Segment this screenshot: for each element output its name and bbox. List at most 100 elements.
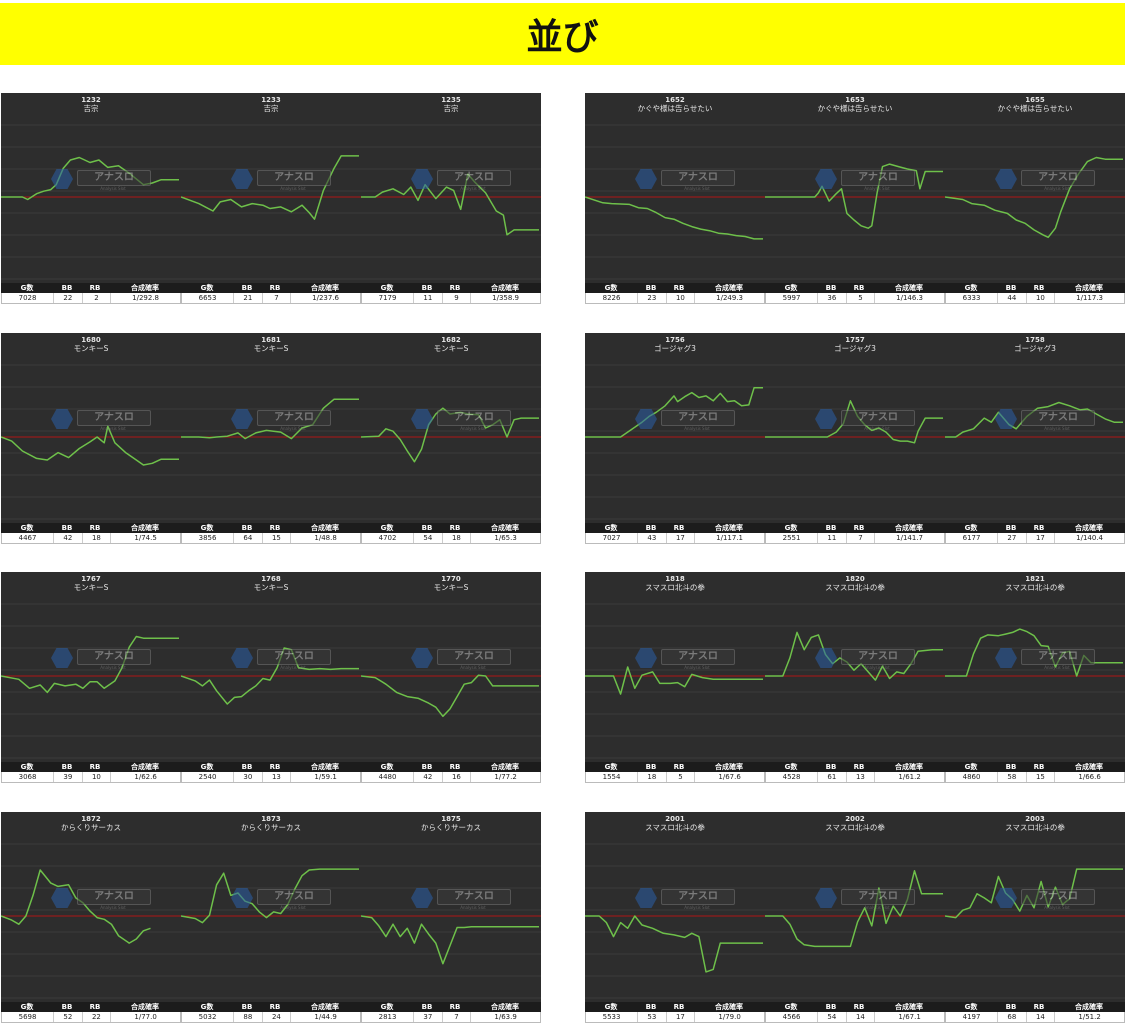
logo-hex-icon [411, 409, 433, 429]
stats-header: G数 BB RB 合成確率 [361, 523, 541, 533]
stats-header-cell: RB [89, 763, 101, 771]
page-title: 並び [526, 17, 599, 58]
stats-header-cell: RB [673, 1003, 685, 1011]
stats-value-cell: 5997 [766, 293, 819, 303]
stats-value-cell: 1/77.0 [134, 1013, 157, 1021]
stats-value-cell: 13 [263, 772, 292, 782]
series-line [585, 196, 763, 240]
stats-header-cell: RB [449, 1003, 461, 1011]
stats-value-cell: 37 [414, 1012, 443, 1022]
logo-hex-icon [995, 169, 1017, 189]
stats-values: 5997 36 5 1/146.3 [765, 293, 945, 304]
stats-value-cell: 22 [54, 293, 83, 303]
page-header: 並び [0, 3, 1125, 65]
stats-header-cell: RB [853, 284, 865, 292]
stats-value-cell: 7 [263, 293, 292, 303]
stats-header-cell: BB [241, 1003, 253, 1011]
stats-value-cell: 4528 [766, 772, 819, 782]
stats-header-cell: BB [421, 284, 433, 292]
line-chart [361, 603, 541, 759]
stats-value-cell: 9 [443, 293, 472, 303]
stats-header-cell: BB [825, 524, 837, 532]
anaslo-logo-icon: アナスロ Analysis Slot [995, 646, 1095, 672]
line-chart [181, 364, 361, 520]
stats-header-cell: 合成確率 [311, 1003, 339, 1011]
chart-panel: アナスロ Analysis Slot 2003 スマスロ北斗の拳 G数 BB RB 合成確率 4… [945, 812, 1125, 1024]
stats-value-cell: 11 [414, 293, 443, 303]
stats-header-cell: G数 [604, 284, 618, 292]
stats-header-cell: 合成確率 [1075, 1003, 1103, 1011]
anaslo-logo-icon: アナスロ Analysis Slot [635, 167, 735, 193]
stats-header-cell: 合成確率 [895, 763, 923, 771]
chart-area: アナスロ Analysis Slot 1682 モンキーS [361, 333, 541, 523]
chart-area: アナスロ Analysis Slot 2002 スマスロ北斗の拳 [765, 812, 945, 1002]
stats-header-cell: G数 [200, 1003, 214, 1011]
line-chart [181, 603, 361, 759]
machine-number: 1757 [845, 336, 865, 344]
machine-name: モンキーS [253, 344, 289, 353]
line-chart [361, 843, 541, 999]
anaslo-logo-icon: アナスロ Analysis Slot [815, 646, 915, 672]
stats-value-cell: 39 [54, 772, 83, 782]
stats-value-cell: 27 [998, 533, 1027, 543]
chart-area: アナスロ Analysis Slot 1680 モンキーS [1, 333, 181, 523]
chart-panel: アナスロ Analysis Slot 1770 モンキーS G数 BB RB 合成確率 4480… [361, 572, 541, 784]
stats-value-cell: 1/74.5 [134, 534, 157, 542]
stats-values: 3068 39 10 1/62.6 [1, 772, 181, 783]
stats-value-cell: 14 [1027, 1012, 1056, 1022]
chart-panel: アナスロ Analysis Slot 1768 モンキーS G数 BB RB 合成確率 2540… [181, 572, 361, 784]
stats-value-cell: 1/66.6 [1078, 773, 1101, 781]
machine-name: モンキーS [433, 583, 469, 592]
stats-header-cell: RB [853, 1003, 865, 1011]
stats-value-cell: 52 [54, 1012, 83, 1022]
stats-value-cell: 21 [234, 293, 263, 303]
stats-value-cell: 1/62.6 [134, 773, 157, 781]
logo-text: アナスロ [257, 889, 331, 905]
stats-header-cell: RB [673, 284, 685, 292]
machine-name: モンキーS [73, 344, 109, 353]
stats-header-cell: RB [449, 763, 461, 771]
machine-number: 1767 [81, 575, 101, 583]
stats-header-cell: RB [89, 284, 101, 292]
series-line [765, 163, 943, 229]
machine-number: 1681 [261, 336, 281, 344]
logo-text: アナスロ [1021, 649, 1095, 665]
stats-value-cell: 53 [638, 1012, 667, 1022]
stats-value-cell: 1/117.3 [1076, 294, 1104, 302]
stats-header-cell: G数 [20, 524, 34, 532]
logo-subtext: Analysis Slot [864, 426, 890, 431]
stats-header: G数 BB RB 合成確率 [585, 1002, 765, 1012]
stats-header-cell: BB [241, 763, 253, 771]
chart-panel: アナスロ Analysis Slot 1652 かぐや様は告らせたい G数 BB RB 合成確… [585, 93, 765, 305]
stats-value-cell: 4467 [2, 533, 55, 543]
chart-panel: アナスロ Analysis Slot 1872 からくりサーカス G数 BB RB 合成確率 5… [1, 812, 181, 1024]
logo-subtext: Analysis Slot [1044, 905, 1070, 910]
stats-header-cell: BB [645, 763, 657, 771]
stats-value-cell: 4197 [946, 1012, 999, 1022]
logo-hex-icon [815, 888, 837, 908]
anaslo-logo-icon: アナスロ Analysis Slot [411, 407, 511, 433]
logo-hex-icon [231, 888, 253, 908]
stats-header-cell: RB [1033, 1003, 1045, 1011]
line-chart [585, 364, 765, 520]
stats-values: 6177 27 17 1/140.4 [945, 533, 1125, 544]
stats-header-cell: BB [825, 763, 837, 771]
stats-value-cell: 3068 [2, 772, 55, 782]
stats-header: G数 BB RB 合成確率 [361, 1002, 541, 1012]
stats-value-cell: 5698 [2, 1012, 55, 1022]
stats-values: 5533 53 17 1/79.0 [585, 1012, 765, 1023]
logo-subtext: Analysis Slot [864, 186, 890, 191]
chart-area: アナスロ Analysis Slot 1653 かぐや様は告らせたい [765, 93, 945, 283]
chart-panel: アナスロ Analysis Slot 1680 モンキーS G数 BB RB 合成確率 4467… [1, 333, 181, 545]
stats-value-cell: 17 [667, 1012, 696, 1022]
logo-subtext: Analysis Slot [864, 905, 890, 910]
stats-header-cell: G数 [20, 763, 34, 771]
stats-value-cell: 1/44.9 [314, 1013, 337, 1021]
stats-value-cell: 2551 [766, 533, 819, 543]
stats-values: 7179 11 9 1/358.9 [361, 293, 541, 304]
logo-hex-icon [815, 648, 837, 668]
stats-header-cell: 合成確率 [1075, 763, 1103, 771]
chart-area: アナスロ Analysis Slot 1768 モンキーS [181, 572, 361, 762]
machine-number: 1821 [1025, 575, 1045, 583]
stats-header-cell: G数 [380, 763, 394, 771]
